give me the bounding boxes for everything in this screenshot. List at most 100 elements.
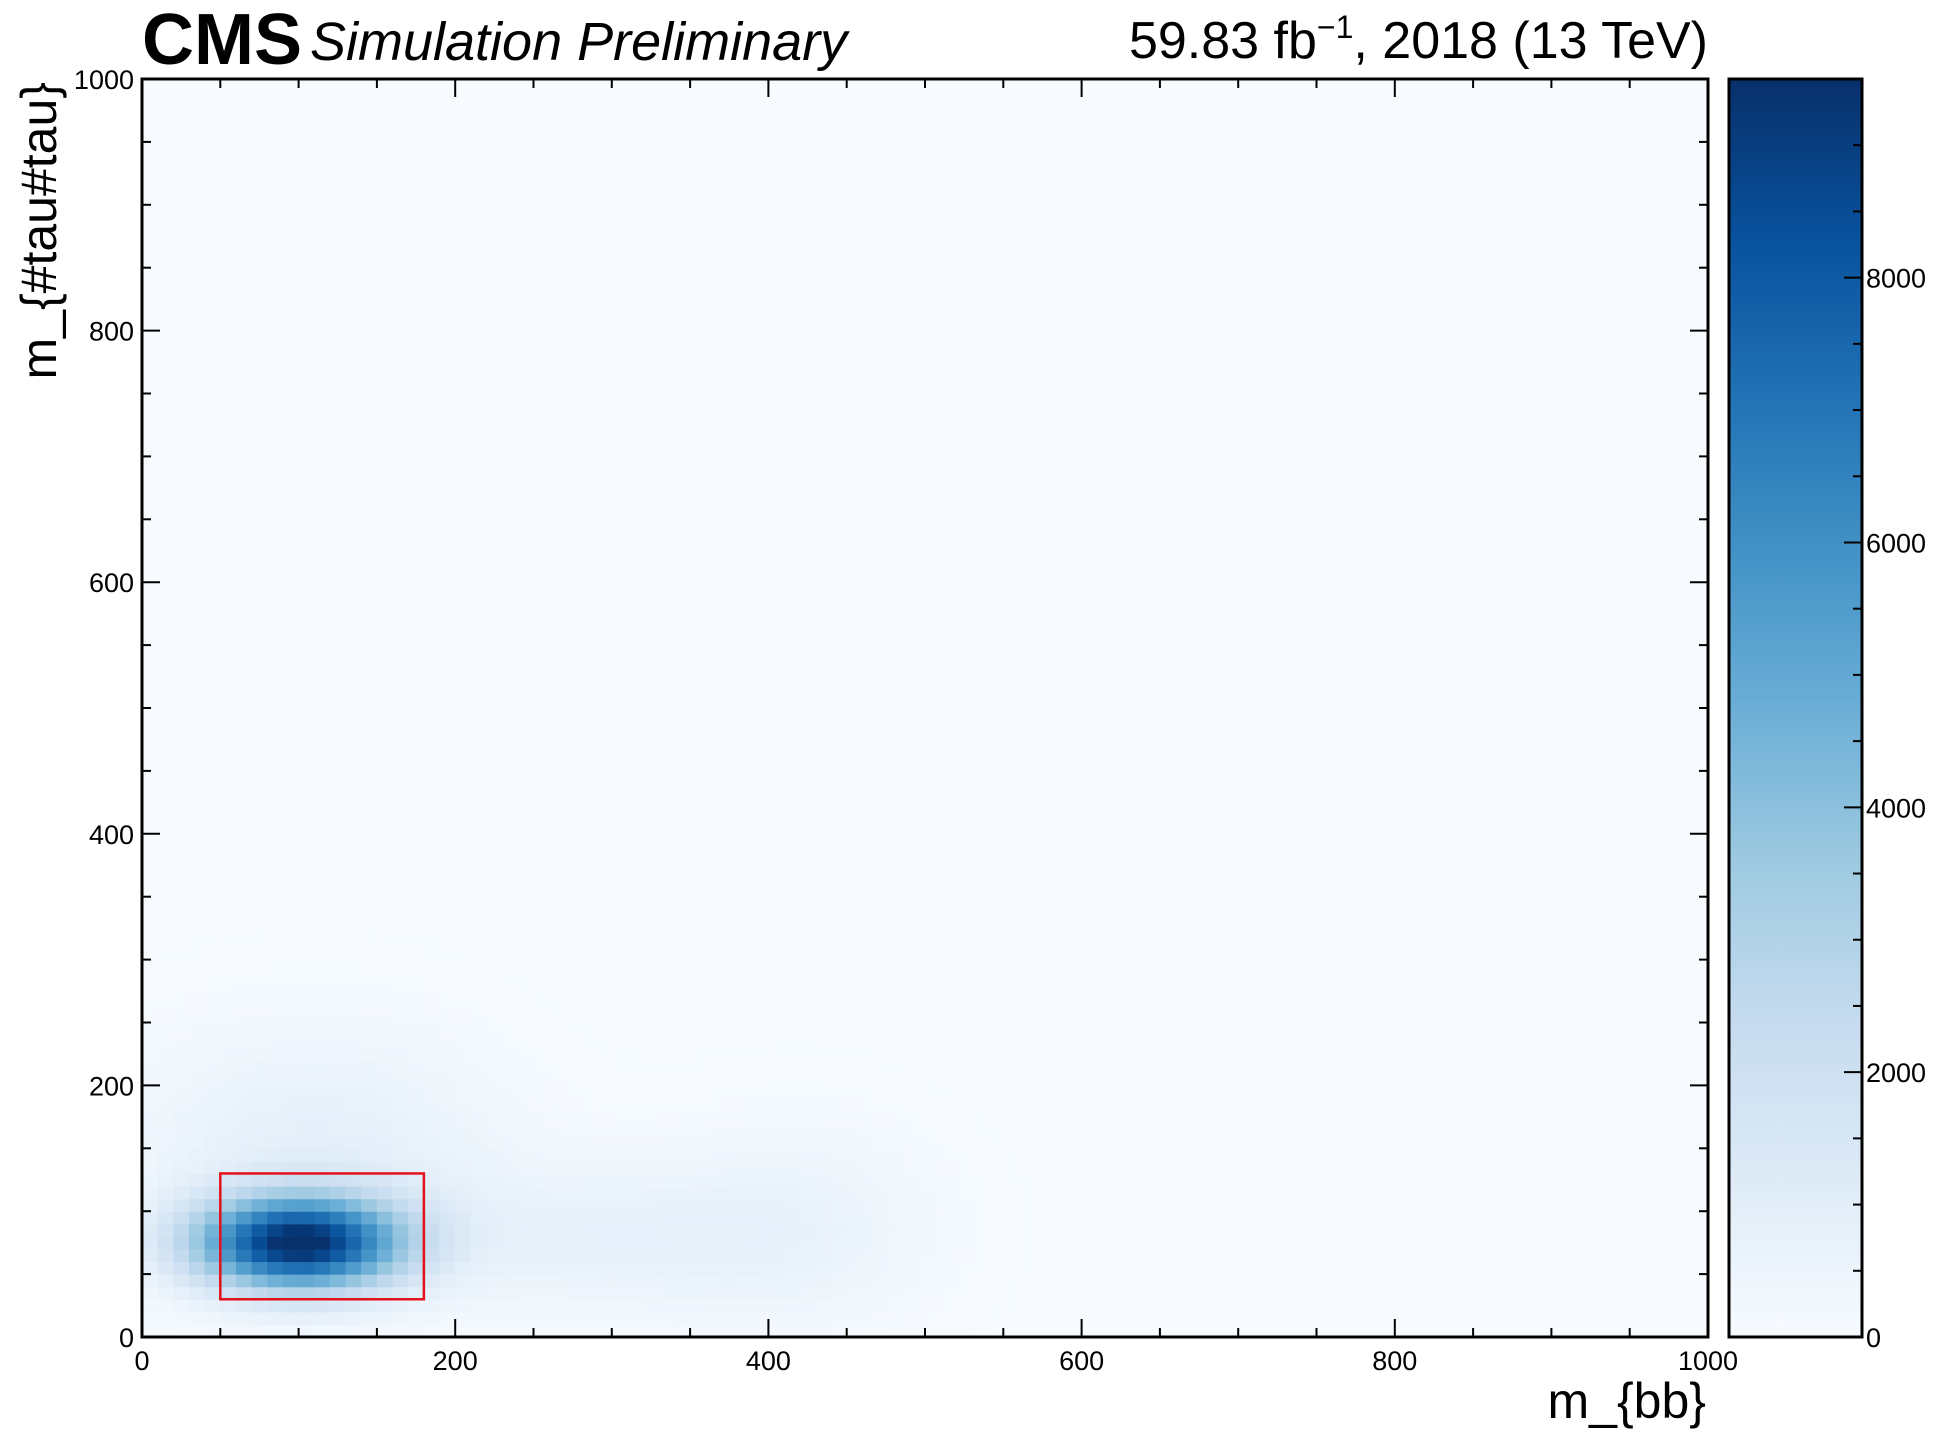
heatmap-cell [470, 255, 488, 269]
heatmap-cell [188, 1248, 206, 1263]
heatmap-cell [486, 104, 503, 118]
heatmap-cell [314, 431, 331, 445]
heatmap-cell [251, 884, 268, 898]
heatmap-cell [627, 934, 644, 948]
heatmap-cell [815, 217, 832, 231]
heatmap-cell [658, 1009, 676, 1024]
heatmap-cell [392, 393, 409, 407]
heatmap-cell [784, 972, 801, 986]
heatmap-cell [564, 871, 582, 885]
heatmap-cell [580, 443, 597, 457]
heatmap-cell [298, 141, 315, 156]
heatmap-cell [846, 733, 863, 747]
heatmap-cell [470, 1223, 488, 1237]
heatmap-cell [658, 380, 676, 395]
heatmap-cell [658, 984, 676, 998]
heatmap-cell [705, 1198, 723, 1212]
heatmap-cell [361, 745, 378, 759]
heatmap-cell [878, 909, 895, 923]
heatmap-cell [831, 1110, 848, 1124]
heatmap-cell [282, 846, 300, 860]
heatmap-cell [533, 1198, 550, 1212]
heatmap-cell [204, 733, 221, 747]
heatmap-cell [533, 947, 550, 961]
heatmap-cell [220, 393, 237, 407]
heatmap-cell [235, 959, 253, 973]
heatmap-cell [470, 204, 488, 218]
heatmap-cell [251, 632, 268, 646]
heatmap-cell [909, 796, 926, 810]
heatmap-cell [705, 318, 723, 332]
heatmap-cell [549, 695, 566, 709]
heatmap-cell [533, 406, 550, 420]
heatmap-cell [627, 921, 644, 936]
heatmap-cell [643, 984, 660, 998]
heatmap-cell [690, 557, 707, 571]
heatmap-cell [909, 758, 926, 772]
heatmap-cell [799, 1123, 816, 1137]
heatmap-cell [737, 783, 754, 797]
heatmap-cell [721, 1123, 738, 1137]
heatmap-cell [282, 1236, 300, 1250]
heatmap-cell [267, 557, 284, 571]
heatmap-cell [314, 657, 331, 671]
heatmap-cell [392, 494, 409, 508]
heatmap-cell [157, 506, 174, 520]
heatmap-cell [376, 833, 394, 847]
heatmap-cell [564, 846, 582, 860]
heatmap-cell [580, 481, 597, 495]
heatmap-cell [486, 594, 503, 608]
heatmap-cell [784, 79, 801, 93]
heatmap-cell [721, 1261, 738, 1275]
heatmap-cell [674, 267, 691, 281]
heatmap-cell [345, 846, 362, 860]
heatmap-cell [768, 343, 785, 357]
heatmap-cell [549, 1097, 566, 1112]
heatmap-cell [251, 318, 268, 332]
heatmap-cell [376, 808, 394, 822]
heatmap-cell [674, 858, 691, 873]
heatmap-cell [564, 959, 582, 973]
heatmap-cell [643, 1022, 660, 1036]
heatmap-cell [376, 1248, 394, 1263]
heatmap-cell [314, 758, 331, 772]
heatmap-cell [768, 1211, 785, 1225]
heatmap-cell [862, 682, 879, 697]
heatmap-cell [298, 456, 315, 470]
heatmap-cell [580, 116, 597, 130]
heatmap-cell [345, 544, 362, 558]
heatmap-cell [674, 1148, 691, 1162]
heatmap-cell [439, 884, 456, 898]
heatmap-cell [596, 846, 613, 860]
heatmap-cell [799, 884, 816, 898]
heatmap-cell [846, 443, 863, 457]
heatmap-cell [737, 1047, 754, 1061]
heatmap-cell [721, 821, 738, 835]
heatmap-cell [486, 192, 503, 206]
heatmap-cell [909, 242, 926, 256]
heatmap-cell [611, 770, 629, 785]
heatmap-cell [282, 896, 300, 910]
heatmap-cell [408, 682, 425, 697]
heatmap-cell [799, 1060, 816, 1074]
heatmap-cell [768, 909, 785, 923]
heatmap-cell [173, 506, 190, 520]
heatmap-cell [533, 104, 550, 118]
heatmap-cell [799, 947, 816, 961]
heatmap-cell [831, 997, 848, 1011]
heatmap-cell [784, 1160, 801, 1175]
heatmap-cell [251, 519, 268, 533]
heatmap-cell [361, 1060, 378, 1074]
heatmap-cell [314, 896, 331, 910]
heatmap-cell [549, 909, 566, 923]
heatmap-cell [251, 695, 268, 709]
heatmap-cell [345, 808, 362, 822]
heatmap-cell [517, 1211, 535, 1225]
heatmap-cell [627, 1123, 644, 1137]
heatmap-cell [909, 1173, 926, 1187]
heatmap-cell [831, 393, 848, 407]
heatmap-cell [893, 670, 910, 684]
heatmap-cell [784, 1035, 801, 1049]
heatmap-cell [831, 1248, 848, 1263]
heatmap-cell [721, 544, 738, 558]
